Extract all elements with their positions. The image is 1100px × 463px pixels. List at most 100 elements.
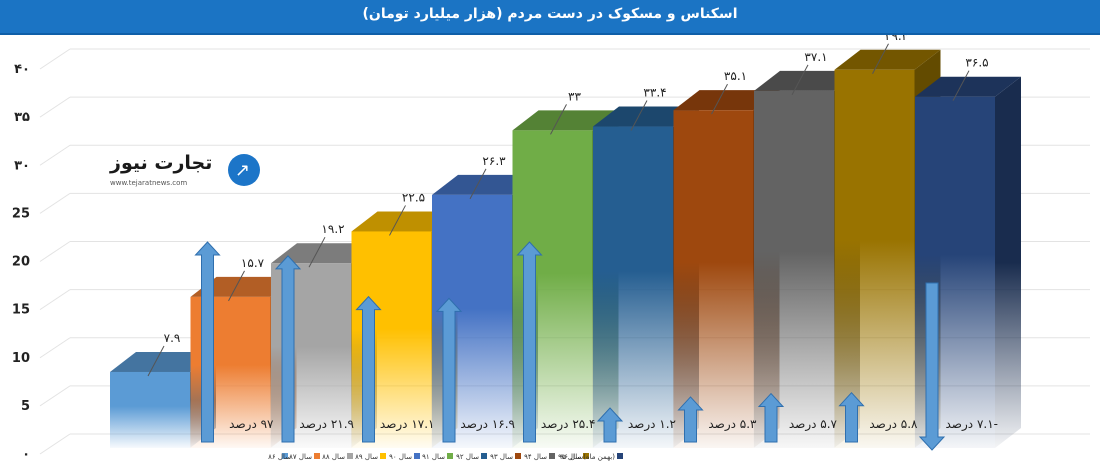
growth-label: ۵.۸ درصد (869, 417, 918, 432)
legend-swatch (314, 453, 320, 459)
y-tick-label: ۳۵ (14, 110, 30, 125)
bar-top (110, 351, 216, 372)
bar-value-label: ۲۶.۳ (482, 154, 506, 168)
legend-label: سال ۸۶ (268, 453, 291, 461)
bar-top (190, 276, 297, 297)
legend-swatch (549, 453, 555, 459)
legend-label: سال ۹۳ (490, 453, 513, 461)
growth-arrow-up (194, 241, 221, 443)
growth-arrow-up (838, 391, 865, 443)
value-leader (630, 100, 648, 131)
legend-label: سال ۹۰ (389, 453, 412, 461)
bar (834, 69, 915, 449)
legend-swatch (447, 453, 453, 459)
bar-value-label: ۳۳.۴ (643, 86, 666, 100)
bar-top (271, 243, 377, 264)
logo-url: www.tejaratnews.com (110, 179, 188, 187)
gridline-diagonal (39, 48, 71, 70)
growth-label: ۱.۲ درصد (628, 417, 676, 432)
legend-swatch (414, 453, 420, 459)
logo-text: تجارت نیوز (110, 152, 213, 174)
value-leader (147, 345, 165, 377)
bar-value-label: ۱۹.۲ (321, 222, 344, 236)
growth-arrow-up (596, 407, 624, 443)
chart-title-bar: اسکناس و مسکوک در دست مردم (هزار میلیارد… (0, 0, 1100, 35)
value-leader (389, 205, 406, 236)
arrow-circle-icon: ↗ (228, 154, 260, 186)
legend-label: سال ۹۵ (558, 453, 581, 461)
bar-value-label: ۳۳ (568, 89, 581, 103)
gridline-diagonal (39, 144, 71, 166)
gridline-diagonal (39, 433, 71, 455)
legend-swatch (617, 453, 623, 459)
bar-value-label: ۱۵.۷ (241, 256, 265, 270)
growth-label: ۵.۳ درصد (708, 417, 757, 432)
legend-swatch (583, 453, 589, 459)
value-leader (791, 64, 809, 96)
legend-swatch (282, 453, 288, 459)
growth-label: ۲۱.۹ درصد (299, 417, 354, 432)
gridline-diagonal (39, 337, 71, 359)
y-tick-label: 15 (12, 303, 30, 318)
y-tick-label: 10 (12, 351, 30, 366)
legend-label: سال ۹۴ (524, 453, 547, 461)
bar-top (754, 70, 860, 91)
legend-label: سال ۸۸ (322, 453, 345, 461)
bar-top (351, 211, 458, 232)
growth-arrow-up (274, 255, 302, 443)
value-leader (228, 270, 245, 302)
value-leader (711, 83, 728, 115)
y-tick-label: ۳۰ (14, 158, 30, 173)
bar-value-label: ۳۶.۵ (965, 56, 988, 70)
growth-label: ۲۵.۴ درصد (541, 417, 596, 432)
y-tick-label: 20 (12, 255, 30, 270)
legend-swatch (515, 453, 521, 459)
bar-value-label: ۲۲.۵ (402, 190, 425, 204)
growth-arrow-down (918, 282, 946, 451)
bar-top (432, 174, 538, 195)
growth-label: ۹۷ درصد (229, 417, 274, 432)
y-tick-label: ۴۰ (14, 62, 30, 77)
legend-label: سال ۹۱ (422, 453, 445, 461)
value-leader (308, 236, 326, 268)
bar (673, 110, 754, 448)
gridline-diagonal (39, 96, 71, 118)
bar (110, 371, 190, 448)
bar-top (834, 49, 941, 70)
logo: تجارت نیوز www.tejaratnews.com ↗ (108, 152, 260, 196)
y-tick-label: 25 (12, 206, 30, 221)
growth-arrow-up (516, 241, 543, 443)
bar-value-label: ۳۵.۱ (724, 69, 747, 83)
growth-label: ۱۷.۱ درصد (380, 417, 435, 432)
gridline-diagonal (39, 289, 71, 311)
value-leader (469, 168, 487, 200)
legend-swatch (347, 453, 353, 459)
bar-side (995, 76, 1021, 448)
growth-arrow-up (677, 396, 704, 443)
bar-top (593, 106, 699, 127)
bar-chart: ۰ 5 10 15 20 25 ۳۰ ۳۵ ۴۰ ۷.۹ ۱۵.۷ ۱۹.۲ ۲۲.۵ ۲۶.۳ ۳۳ ۳۳.… (12, 35, 1090, 462)
gridline-diagonal (39, 241, 71, 262)
bar (754, 90, 834, 448)
bar-value-label: ۳۷.۱ (804, 50, 827, 64)
bar (593, 126, 673, 449)
value-leader (550, 104, 567, 135)
growth-arrow-up (757, 392, 785, 443)
legend-label: سال ۸۷ (289, 453, 312, 461)
bar-top (915, 76, 1021, 97)
growth-label: -۷.۱ درصد (945, 417, 998, 432)
legend-swatch (481, 453, 487, 459)
legend-label: سال ۸۹ (355, 453, 378, 461)
y-tick-label: 5 (21, 399, 30, 414)
bar-value-label: ۷.۹ (164, 331, 181, 345)
growth-arrow-up (435, 297, 463, 443)
growth-label: ۱۶.۹ درصد (460, 417, 515, 432)
legend-label: (بهمن ماه)سال ۹۶ (560, 453, 615, 461)
gridline-diagonal (39, 385, 71, 407)
bar-top (512, 110, 619, 131)
value-leader (872, 43, 889, 74)
y-tick-label: ۰ (22, 447, 30, 462)
growth-label: ۵.۷ درصد (789, 417, 838, 432)
value-leader (952, 70, 970, 101)
legend-swatch (380, 453, 386, 459)
